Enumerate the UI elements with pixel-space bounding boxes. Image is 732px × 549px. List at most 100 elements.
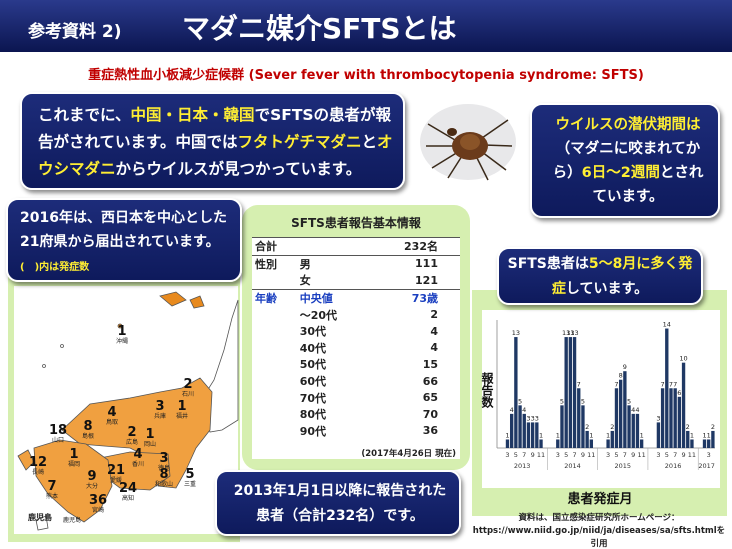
- table-note: (2017年4月26日 現在): [252, 439, 460, 460]
- value-label: 7: [673, 380, 677, 388]
- value-label: 5: [560, 397, 564, 405]
- bar: [702, 439, 707, 448]
- callout-text: しています。: [565, 281, 649, 297]
- map-name: 宮崎: [92, 506, 104, 514]
- x-tick-label: 7: [522, 451, 526, 459]
- x-tick-label: 3: [556, 451, 560, 459]
- bar: [623, 371, 627, 448]
- x-tick-label: 9: [581, 451, 585, 459]
- callout-text: でSFTSの患者が報告がされています。中国では: [38, 106, 392, 151]
- table-cell: [252, 340, 297, 357]
- value-label: 1: [707, 431, 711, 439]
- bar: [635, 413, 640, 448]
- table-cell: 30代: [299, 325, 327, 339]
- info-table: SFTS患者報告基本情報 合計 232名 性別男 111 女 121 年齢 中央値 73歳 ～20…: [252, 212, 460, 460]
- callout-text: 6日～2週間: [581, 165, 660, 181]
- value-label: 2: [585, 423, 589, 431]
- map-count: 1: [145, 427, 154, 442]
- value-label: 1: [539, 431, 543, 439]
- value-label: 2: [610, 423, 614, 431]
- callout-text: これまでに、: [38, 106, 131, 124]
- value-label: 4: [522, 406, 526, 414]
- table-row: 合計 232名: [252, 237, 460, 256]
- callout-text: 5～8月に多く発症: [551, 256, 693, 297]
- callout-text: 2016年は、西日本を中心とした21府県から届出されています。: [20, 210, 227, 250]
- year-label: 2014: [564, 462, 581, 470]
- bar: [627, 405, 631, 448]
- table-cell: 中央値: [296, 288, 366, 307]
- callout-text: SFTS患者は: [507, 256, 589, 272]
- x-tick-label: 11: [587, 451, 595, 459]
- header-title: マダニ媒介SFTSとは: [182, 12, 457, 45]
- value-label: 3: [535, 414, 539, 422]
- value-label: 3: [526, 414, 530, 422]
- map-name: 石川: [182, 391, 194, 398]
- table-cell: 80代: [299, 408, 327, 422]
- table-row: 70代 65: [252, 389, 460, 406]
- map-count: 3: [155, 399, 164, 414]
- x-tick-label: 9: [531, 451, 535, 459]
- bar: [681, 362, 686, 448]
- value-label: 4: [631, 406, 635, 414]
- bar: [556, 439, 560, 448]
- callout-text: 中国・日本・韓国: [130, 106, 255, 124]
- map-name: 鹿児島: [63, 516, 81, 524]
- table-row: 30代 4: [252, 323, 460, 340]
- value-label: 13: [566, 329, 574, 337]
- table-cell: 2: [430, 308, 438, 322]
- map-count: 24: [119, 481, 137, 496]
- callout-text: ( )内は発症数: [20, 262, 90, 273]
- value-label: 13: [512, 329, 520, 337]
- map-name: 鹿児島: [28, 512, 52, 522]
- bar: [577, 388, 581, 448]
- value-label: 7: [669, 380, 673, 388]
- map-count: 7: [47, 479, 56, 494]
- table-cell: 合計: [252, 237, 297, 256]
- table-cell: 60代: [299, 375, 327, 389]
- map-name: 鳥取: [106, 418, 118, 426]
- table-cell: 232名: [365, 237, 460, 256]
- map-name: 福岡: [68, 460, 80, 468]
- value-label: 7: [614, 380, 618, 388]
- value-label: 1: [556, 431, 560, 439]
- value-label: 8: [619, 372, 623, 380]
- value-label: 1: [690, 431, 694, 439]
- map-count: 9: [87, 469, 96, 484]
- bar: [690, 439, 694, 448]
- callout-text: とされています。: [592, 165, 704, 205]
- map-count: 2: [127, 425, 136, 440]
- map-name: 大分: [86, 482, 98, 490]
- table-cell: 121: [415, 273, 438, 287]
- map-count: 4: [133, 447, 142, 462]
- value-label: 1: [589, 431, 593, 439]
- header-bar: [0, 0, 732, 52]
- bar: [581, 405, 585, 448]
- bar: [673, 388, 677, 448]
- year-label: 2017: [698, 462, 715, 470]
- map-count: 18: [49, 423, 67, 438]
- x-tick-label: 5: [564, 451, 568, 459]
- bar: [618, 379, 623, 448]
- value-label: 2: [711, 423, 715, 431]
- tick-illustration: [420, 104, 516, 181]
- value-label: 3: [531, 414, 535, 422]
- table-cell: [252, 323, 297, 340]
- table-cell: 15: [422, 357, 438, 371]
- value-label: 3: [656, 414, 660, 422]
- x-tick-label: 9: [681, 451, 685, 459]
- value-label: 1: [702, 431, 706, 439]
- map-name: 兵庫: [154, 412, 166, 420]
- value-label: 14: [663, 321, 671, 329]
- bar: [656, 422, 661, 448]
- callout-text: オウシマダニ: [38, 133, 393, 178]
- map-name: 愛媛: [110, 476, 122, 484]
- value-label: 4: [510, 406, 514, 414]
- x-tick-label: 5: [665, 451, 669, 459]
- x-tick-label: 11: [537, 451, 545, 459]
- map-name: 香川: [132, 460, 144, 468]
- map-count: 2: [183, 377, 192, 392]
- callout-text: ウイルスの潜伏期間は: [555, 117, 701, 133]
- value-label: 2: [686, 423, 690, 431]
